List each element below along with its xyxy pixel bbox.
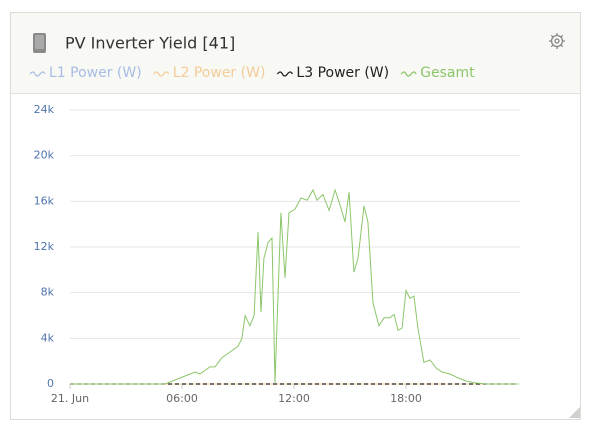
- gear-hub: [554, 38, 560, 44]
- y-tick-label: 8k: [41, 286, 55, 299]
- y-tick-label: 20k: [34, 149, 55, 162]
- x-tick-label: 18:00: [390, 392, 422, 405]
- y-tick-label: 12k: [34, 240, 55, 253]
- card-header: [11, 13, 580, 93]
- legend-icon: [29, 71, 46, 77]
- x-tick-label: 12:00: [278, 392, 310, 405]
- card-title: PV Inverter Yield [41]: [65, 34, 235, 53]
- device-icon-screen: [35, 35, 44, 49]
- legend-entry[interactable]: L1 Power (W): [29, 65, 142, 81]
- legend-icon: [276, 71, 293, 77]
- gear-teeth: [549, 33, 565, 49]
- y-tick-label: 24k: [34, 103, 55, 116]
- legend-icon: [400, 71, 417, 77]
- legend-label: L2 Power (W): [173, 65, 266, 81]
- legend-label: Gesamt: [420, 65, 475, 81]
- legend-entry[interactable]: L3 Power (W): [276, 65, 389, 81]
- y-tick-label: 4k: [41, 331, 55, 344]
- y-tick-label: 0: [47, 377, 54, 390]
- legend-label: L3 Power (W): [296, 65, 389, 81]
- resize-handle: [569, 407, 580, 418]
- legend-icon: [153, 71, 170, 77]
- x-tick-label: 21. Jun: [51, 392, 89, 405]
- legend-entry[interactable]: L2 Power (W): [153, 65, 266, 81]
- x-tick-label: 06:00: [166, 392, 198, 405]
- settings-button[interactable]: [549, 33, 565, 49]
- series-line: [70, 188, 518, 385]
- y-tick-label: 16k: [34, 194, 55, 207]
- legend-label: L1 Power (W): [49, 65, 142, 81]
- legend-entry[interactable]: Gesamt: [400, 65, 475, 81]
